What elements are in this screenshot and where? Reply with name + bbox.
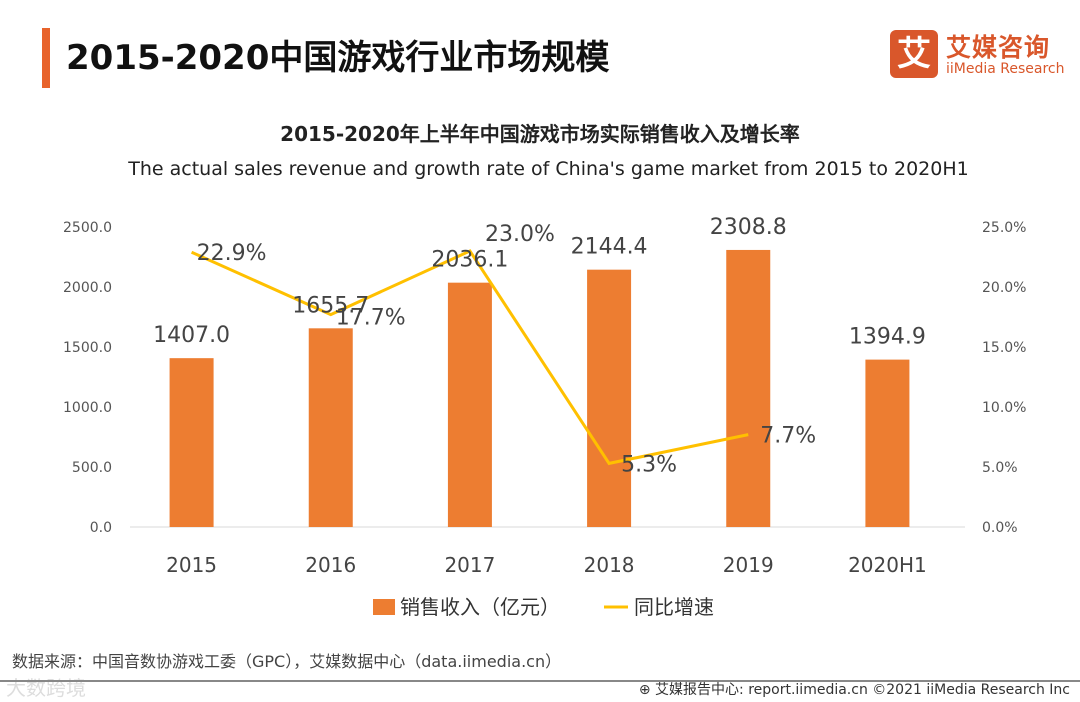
bar-data-label: 1394.9 [849, 325, 926, 350]
bar-data-label: 2308.8 [710, 215, 787, 240]
bar-data-label: 2036.1 [431, 248, 508, 273]
bar [308, 328, 353, 527]
footer-credit: ⊕ 艾媒报告中心: report.iimedia.cn ©2021 iiMedi… [638, 682, 1070, 698]
x-tick-label: 2020H1 [848, 553, 927, 577]
y2-tick-label: 25.0% [982, 220, 1026, 236]
line-data-label: 22.9% [197, 241, 267, 266]
bar [587, 269, 632, 527]
chart-title: 2015-2020年上半年中国游戏市场实际销售收入及增长率 [280, 122, 800, 146]
line-data-label: 5.3% [621, 452, 677, 477]
bar [447, 282, 492, 527]
bar-data-label: 1655.7 [292, 293, 369, 318]
bar-data-label: 2144.4 [571, 235, 648, 260]
bar-data-label: 1407.0 [153, 323, 230, 348]
x-tick-label: 2015 [166, 553, 217, 577]
x-tick-label: 2019 [723, 553, 774, 577]
line-data-label: 23.0% [485, 222, 555, 247]
y-tick-label: 2000.0 [63, 280, 112, 296]
logo-mark: 艾 [890, 30, 938, 78]
x-tick-label: 2016 [305, 553, 356, 577]
bar [169, 358, 214, 527]
logo-name-en: iiMedia Research [946, 61, 1065, 77]
iimedia-logo: 艾 艾媒咨询 iiMedia Research [890, 30, 1070, 82]
legend-bar-swatch [373, 599, 395, 615]
bar [726, 249, 771, 527]
growth-line [190, 249, 749, 466]
bar [865, 359, 910, 527]
y2-tick-label: 0.0% [982, 520, 1018, 536]
source-note: 数据来源：中国音数协游戏工委（GPC），艾媒数据中心（data.iimedia.… [12, 652, 562, 671]
y-tick-label: 0.0 [90, 520, 112, 536]
y-tick-label: 500.0 [72, 460, 112, 476]
watermark: 大数跨境 [6, 676, 86, 700]
y-tick-label: 1500.0 [63, 340, 112, 356]
y2-tick-label: 15.0% [982, 340, 1026, 356]
y2-tick-label: 20.0% [982, 280, 1026, 296]
chart-subtitle: The actual sales revenue and growth rate… [128, 158, 969, 180]
x-tick-label: 2018 [584, 553, 635, 577]
y-tick-label: 1000.0 [63, 400, 112, 416]
footer-divider [0, 680, 1080, 682]
x-tick-label: 2017 [444, 553, 495, 577]
y2-tick-label: 5.0% [982, 460, 1018, 476]
title-accent-bar [42, 28, 50, 88]
legend-bar-label: 销售收入（亿元） [400, 595, 560, 619]
page-title: 2015-2020中国游戏行业市场规模 [66, 38, 610, 78]
legend-line-label: 同比增速 [634, 595, 714, 619]
y-tick-label: 2500.0 [63, 220, 112, 236]
y2-tick-label: 10.0% [982, 400, 1026, 416]
line-data-label: 17.7% [336, 306, 406, 331]
line-data-label: 7.7% [760, 424, 816, 449]
logo-name-cn: 艾媒咨询 [946, 33, 1051, 62]
